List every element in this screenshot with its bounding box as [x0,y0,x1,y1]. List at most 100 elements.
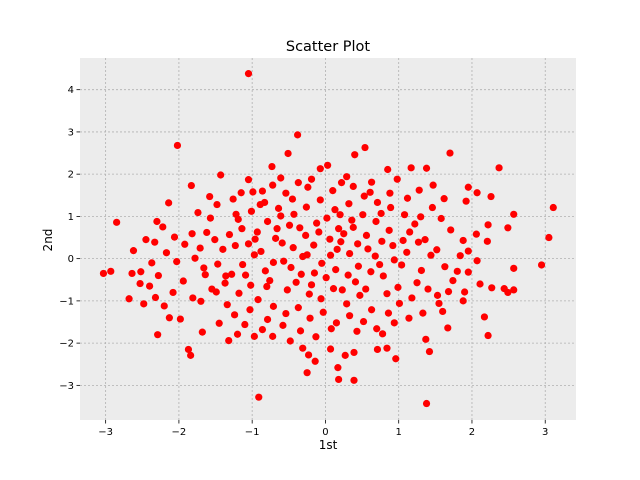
scatter-point [228,270,236,278]
x-tick-label: −1 [245,427,260,438]
scatter-point [188,230,196,238]
scatter-point [197,297,205,305]
scatter-point [221,279,229,287]
scatter-point [203,228,211,237]
scatter-point [386,189,394,197]
scatter-point [362,285,370,293]
scatter-point [335,375,343,384]
scatter-point [261,267,269,275]
scatter-point [99,269,108,278]
scatter-point [464,268,472,276]
scatter-point [385,226,393,234]
scatter-point [395,299,404,308]
scatter-point [292,278,300,286]
scatter-point [362,231,371,240]
scatter-point [247,207,256,215]
scatter-point [390,256,398,264]
scatter-point [223,301,231,309]
y-tick-label: 2 [68,170,74,181]
scatter-point [206,192,214,201]
scatter-point [378,237,386,245]
scatter-point [279,321,287,329]
scatter-point [406,228,414,236]
scatter-point [537,261,546,269]
scatter-point [326,235,334,243]
scatter-point [360,192,368,200]
scatter-point [231,241,239,250]
scatter-point [280,257,288,265]
scatter-point [456,252,464,260]
scatter-point [437,214,445,223]
scatter-point [146,282,154,290]
scatter-point [237,189,245,197]
scatter-point [234,215,242,223]
scatter-point [387,203,395,212]
scatter-point [403,248,411,256]
data-points [99,70,557,408]
scatter-point [316,196,324,204]
scatter-point [336,211,344,219]
scatter-point [154,271,162,280]
scatter-point [473,257,481,265]
scatter-point [189,294,197,302]
scatter-point [340,230,348,238]
scatter-point [296,327,305,335]
scatter-point [266,277,274,285]
scatter-point [341,351,349,359]
scatter-point [107,267,115,275]
scatter-point [549,203,557,212]
scatter-point [238,225,246,233]
scatter-point [201,271,209,279]
x-axis-label: 1st [319,438,338,452]
scatter-point [428,203,437,212]
scatter-point [435,299,443,308]
scatter-point [284,149,292,158]
scatter-point [373,345,382,354]
scatter-point [384,309,393,317]
scatter-point [173,257,181,266]
scatter-point [417,266,426,275]
scatter-point [317,295,325,303]
scatter-point [349,223,357,231]
scatter-point [332,319,341,327]
scatter-point [414,238,423,246]
scatter-point [346,312,354,320]
x-tick-label: 2 [469,427,475,438]
scatter-point [441,263,449,271]
scatter-point [427,251,435,259]
scatter-point [329,285,338,293]
scatter-point [299,252,307,261]
scatter-point [179,277,187,285]
scatter-point [545,233,553,242]
scatter-point [302,203,310,211]
scatter-point [282,189,290,197]
scatter-point [429,181,437,189]
scatter-point [473,189,481,197]
scatter-point [337,179,346,187]
scatter-point [326,345,335,353]
scatter-point [213,200,221,209]
scatter-point [191,254,199,262]
scatter-point [488,284,496,292]
scatter-point [446,149,454,157]
scatter-point [294,179,302,187]
scatter-point [424,285,432,293]
scatter-point [212,288,220,296]
scatter-point [294,304,302,312]
scatter-point [241,271,250,279]
scatter-point [290,210,298,218]
scatter-point [263,217,272,226]
scatter-point [327,325,335,333]
scatter-point [263,282,271,291]
scatter-point [154,331,162,339]
scatter-point [194,208,202,217]
scatter-point [371,252,379,260]
scatter-point [241,320,249,329]
scatter-point [480,313,489,321]
scatter-point [439,307,447,316]
scatter-point [367,268,375,276]
scatter-point [219,245,227,253]
scatter-point [361,143,369,152]
scatter-point [459,297,467,305]
scatter-point [269,332,277,340]
